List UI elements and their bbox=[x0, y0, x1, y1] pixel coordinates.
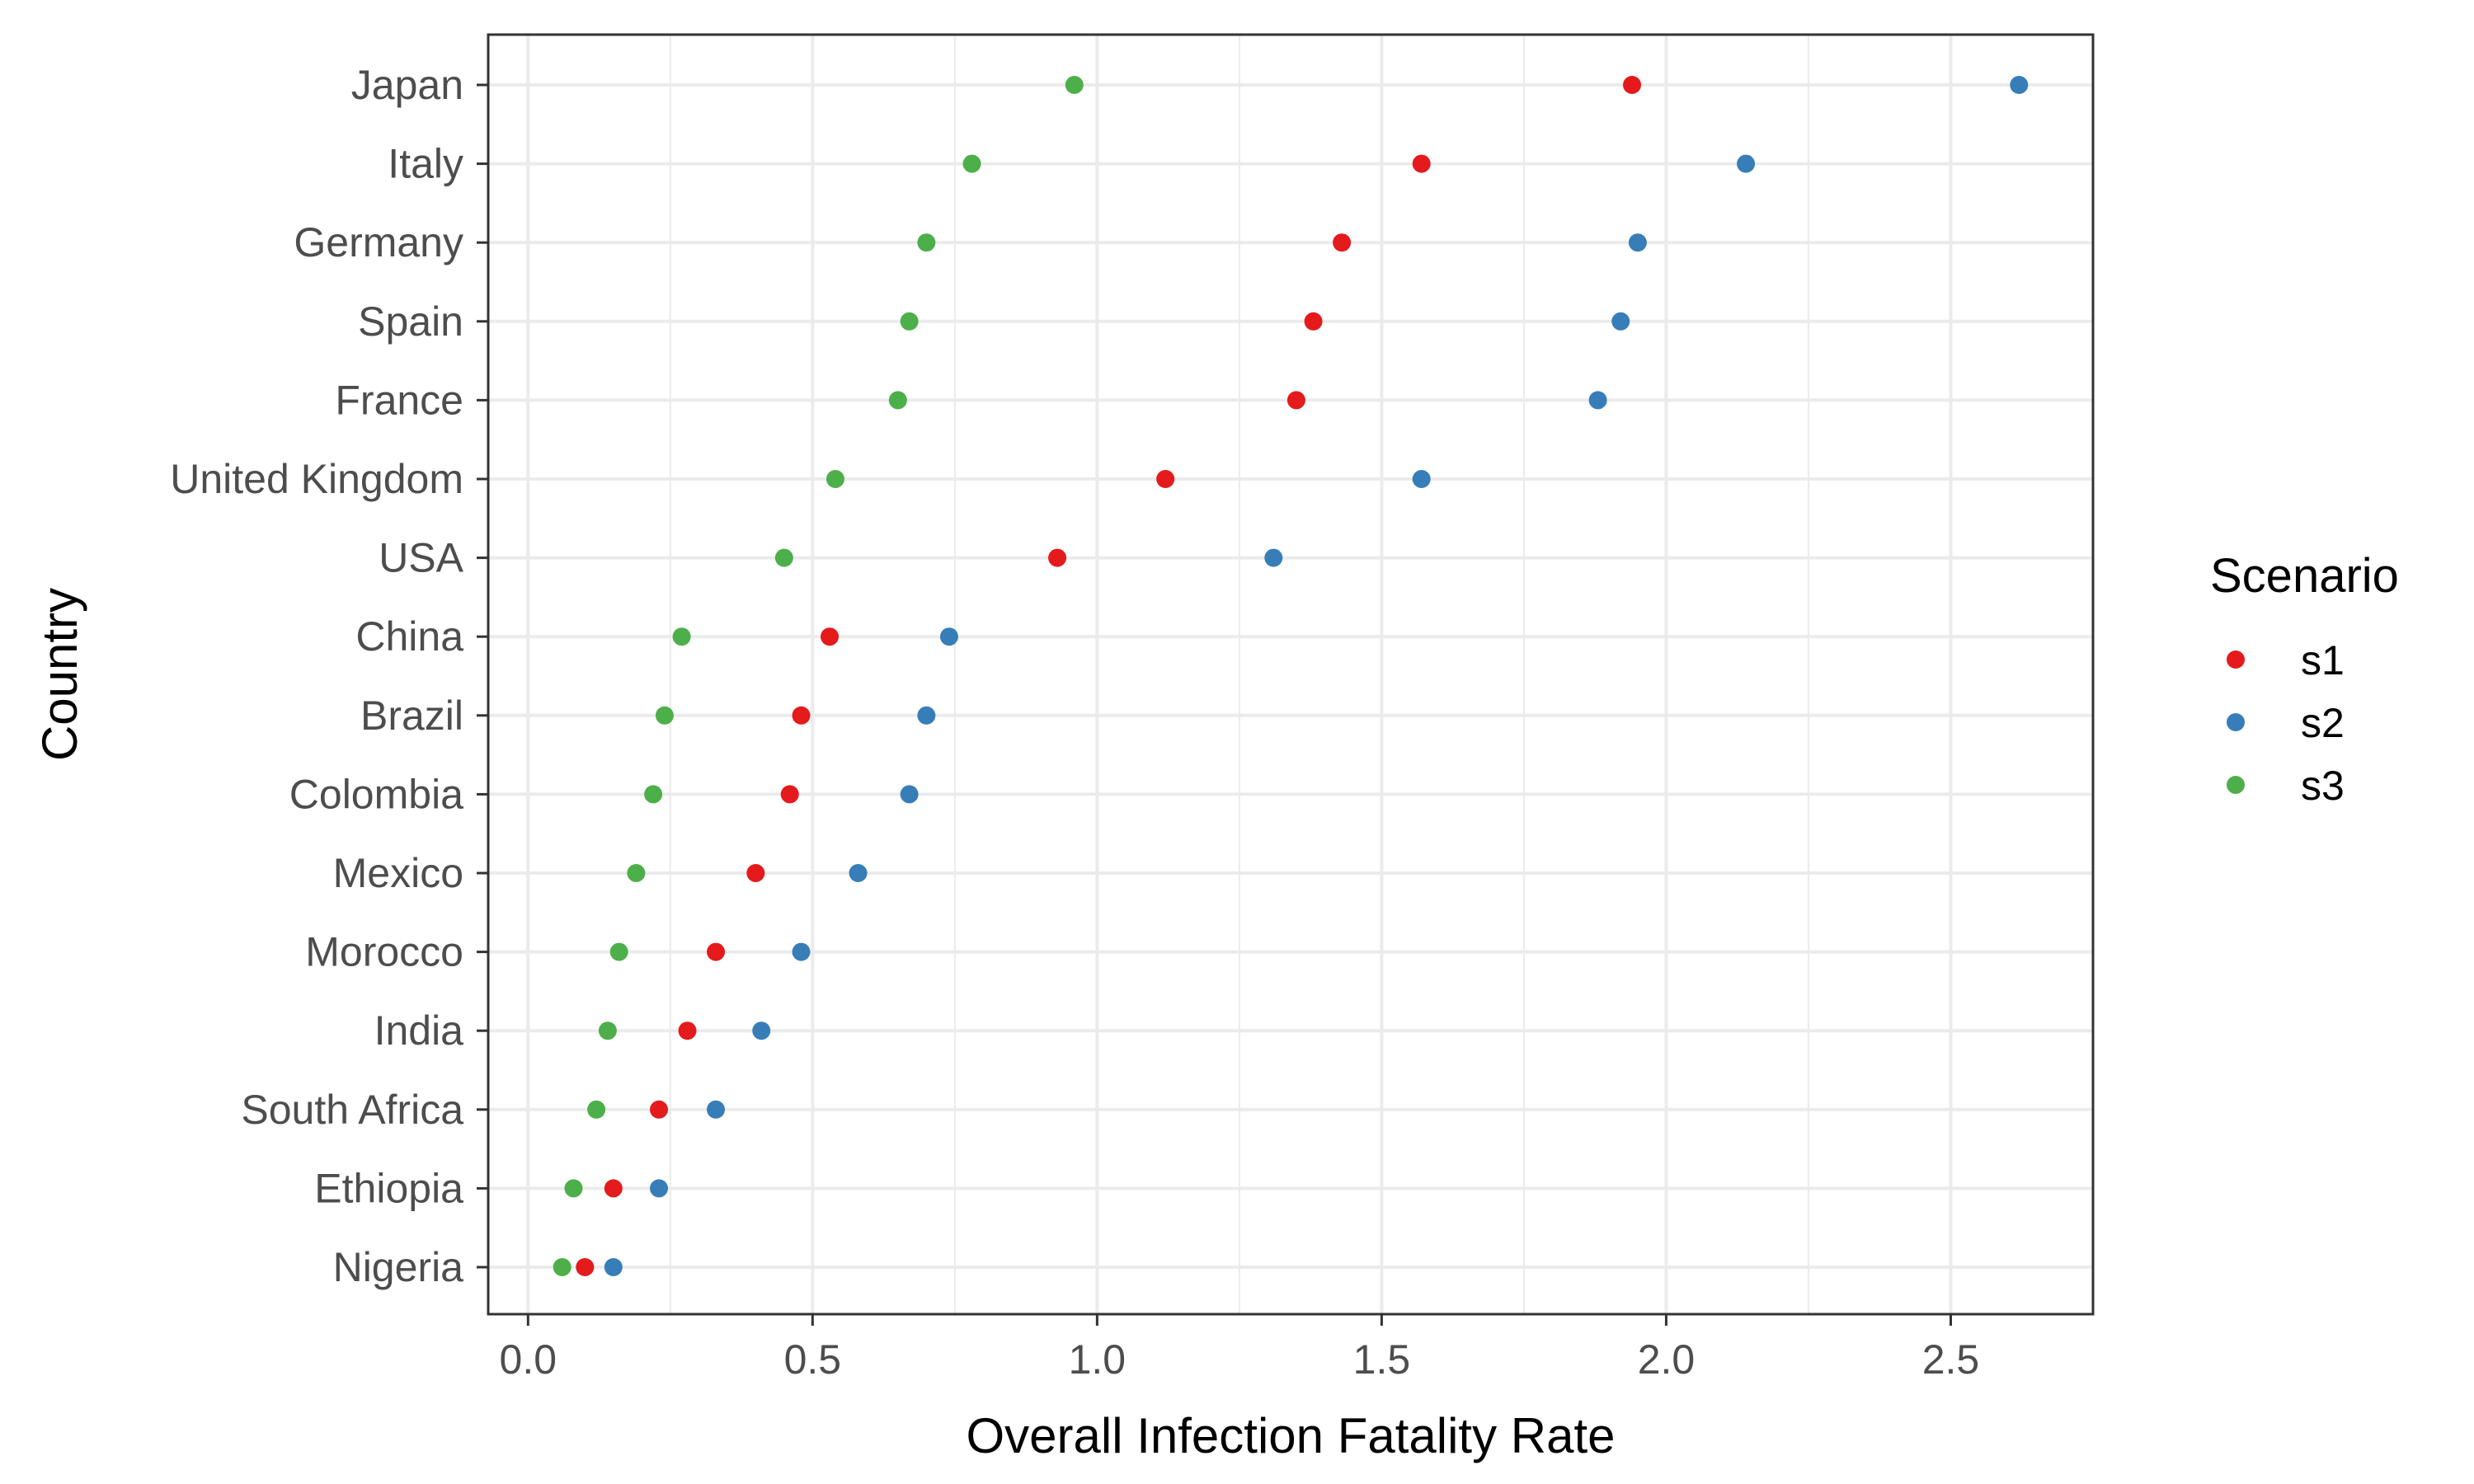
data-point-s2 bbox=[1412, 470, 1431, 488]
data-point-s3 bbox=[888, 391, 907, 410]
data-point-s2 bbox=[792, 942, 811, 961]
y-axis-title: Country bbox=[32, 588, 87, 761]
legend-key-s2 bbox=[2227, 713, 2245, 731]
y-tick-label: Brazil bbox=[360, 693, 463, 739]
data-point-s3 bbox=[627, 864, 646, 882]
data-point-s3 bbox=[825, 470, 844, 488]
data-point-s1 bbox=[650, 1100, 669, 1119]
data-point-s1 bbox=[792, 706, 811, 725]
y-tick-label: Germany bbox=[294, 219, 463, 265]
data-point-s1 bbox=[780, 785, 799, 804]
data-point-s3 bbox=[609, 942, 628, 961]
y-tick-label: Mexico bbox=[333, 850, 463, 896]
data-point-s2 bbox=[849, 864, 868, 882]
data-points bbox=[553, 76, 2029, 1276]
x-tick-label: 2.0 bbox=[1638, 1336, 1696, 1383]
data-point-s3 bbox=[672, 627, 691, 646]
data-point-s2 bbox=[2010, 76, 2029, 94]
plot-border bbox=[487, 33, 2095, 1316]
data-point-s2 bbox=[917, 706, 936, 725]
data-point-s3 bbox=[962, 154, 981, 173]
data-point-s2 bbox=[939, 627, 958, 646]
data-point-s2 bbox=[1611, 312, 1630, 331]
x-axis-title: Overall Infection Fatality Rate bbox=[966, 1408, 1615, 1463]
data-point-s1 bbox=[576, 1258, 595, 1276]
y-tick-label: Italy bbox=[388, 141, 463, 187]
data-point-s1 bbox=[707, 942, 726, 961]
data-point-s3 bbox=[644, 785, 663, 804]
x-tick-label: 0.5 bbox=[784, 1336, 842, 1383]
x-axis: 0.0 0.5 1.0 1.5 2.0 2.5 bbox=[500, 1314, 1980, 1383]
data-point-s3 bbox=[917, 233, 936, 252]
y-tick-label: Ethiopia bbox=[314, 1165, 463, 1211]
y-tick-label: South Africa bbox=[241, 1087, 463, 1133]
data-point-s3 bbox=[553, 1258, 571, 1276]
plot-background bbox=[488, 35, 2093, 1314]
data-point-s3 bbox=[900, 312, 919, 331]
data-point-s3 bbox=[1065, 76, 1084, 94]
data-point-s1 bbox=[604, 1179, 623, 1198]
x-tick-label: 0.0 bbox=[500, 1336, 557, 1383]
x-tick-label: 1.5 bbox=[1353, 1336, 1411, 1383]
data-point-s3 bbox=[587, 1100, 606, 1119]
data-point-s1 bbox=[1623, 76, 1642, 94]
y-tick-label: Colombia bbox=[289, 771, 463, 817]
data-point-s1 bbox=[1412, 154, 1431, 173]
data-point-s1 bbox=[821, 627, 840, 646]
data-point-s2 bbox=[1264, 548, 1283, 567]
legend-title: Scenario bbox=[2210, 549, 2399, 603]
y-tick-label: Morocco bbox=[305, 929, 463, 975]
y-tick-label: India bbox=[374, 1007, 464, 1054]
data-point-s1 bbox=[1286, 391, 1305, 410]
data-point-s1 bbox=[1048, 548, 1067, 567]
legend-label-s3: s3 bbox=[2301, 763, 2345, 809]
y-tick-label: Nigeria bbox=[333, 1244, 464, 1290]
data-point-s2 bbox=[604, 1258, 623, 1276]
y-tick-label: USA bbox=[379, 535, 463, 581]
minor-grid bbox=[669, 35, 1809, 1314]
data-point-s1 bbox=[1304, 312, 1323, 331]
legend-key-s3 bbox=[2227, 776, 2245, 794]
data-point-s3 bbox=[774, 548, 793, 567]
x-tick-label: 1.0 bbox=[1069, 1336, 1126, 1383]
x-tick-label: 2.5 bbox=[1922, 1336, 1980, 1383]
data-point-s2 bbox=[1588, 391, 1607, 410]
legend: Scenario s1 s2 s3 bbox=[2210, 549, 2399, 809]
data-point-s3 bbox=[564, 1179, 583, 1198]
data-point-s2 bbox=[650, 1179, 669, 1198]
y-tick-label: France bbox=[335, 377, 463, 423]
data-point-s3 bbox=[598, 1021, 617, 1040]
y-tick-label: Japan bbox=[351, 62, 463, 108]
y-axis: Japan Italy Germany Spain France United Kingd… bbox=[170, 62, 488, 1290]
data-point-s2 bbox=[752, 1021, 771, 1040]
legend-key-s1 bbox=[2227, 650, 2245, 669]
y-tick-label: China bbox=[355, 613, 463, 660]
data-point-s1 bbox=[1156, 470, 1175, 488]
y-tick-label: Spain bbox=[358, 298, 463, 345]
data-point-s1 bbox=[746, 864, 765, 882]
data-point-s2 bbox=[707, 1100, 726, 1119]
data-point-s2 bbox=[1628, 233, 1647, 252]
y-tick-label: United Kingdom bbox=[170, 456, 463, 502]
data-point-s1 bbox=[1333, 233, 1352, 252]
legend-label-s2: s2 bbox=[2301, 700, 2345, 746]
data-point-s2 bbox=[1737, 154, 1756, 173]
data-point-s3 bbox=[655, 706, 674, 725]
data-point-s1 bbox=[678, 1021, 697, 1040]
data-point-s2 bbox=[900, 785, 919, 804]
legend-label-s1: s1 bbox=[2301, 637, 2345, 683]
major-grid bbox=[488, 35, 2093, 1314]
